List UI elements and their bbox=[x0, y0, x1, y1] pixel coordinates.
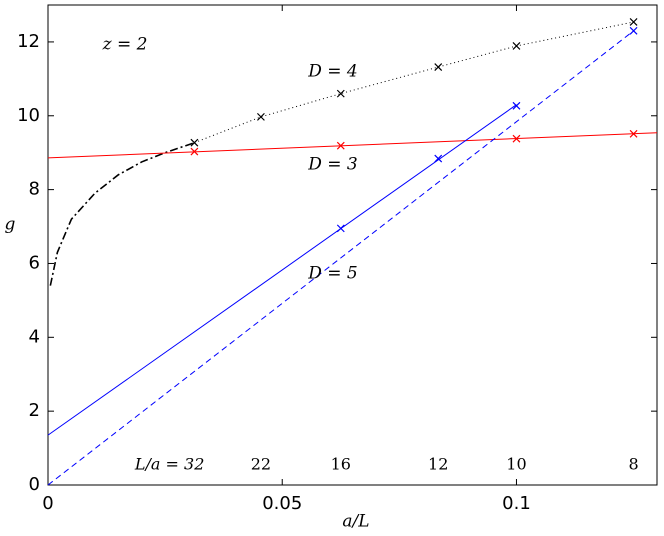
series-label: D = 3 bbox=[307, 155, 358, 175]
marker bbox=[190, 147, 199, 156]
marker bbox=[512, 134, 521, 143]
y-tick-label: 6 bbox=[29, 252, 40, 273]
y-tick-label: 0 bbox=[29, 474, 40, 495]
x-tick-label: 0 bbox=[42, 493, 53, 514]
marker bbox=[336, 141, 345, 150]
y-tick-label: 8 bbox=[29, 179, 40, 200]
marker bbox=[512, 42, 521, 50]
y-tick-label: 12 bbox=[17, 31, 40, 52]
size-label: 22 bbox=[251, 455, 271, 474]
y-tick-label: 2 bbox=[29, 400, 40, 421]
size-label: L/a = 32 bbox=[134, 455, 205, 474]
marker bbox=[629, 26, 638, 35]
size-label: 10 bbox=[506, 455, 526, 474]
y-axis-label: g bbox=[5, 215, 16, 235]
x-tick-label: 0.1 bbox=[502, 493, 531, 514]
marker bbox=[512, 101, 521, 110]
series-label: D = 5 bbox=[307, 264, 358, 284]
plot-frame bbox=[47, 4, 658, 486]
marker bbox=[256, 112, 265, 121]
marker bbox=[629, 129, 638, 138]
fit-line bbox=[47, 104, 517, 436]
size-label: 8 bbox=[628, 455, 638, 474]
marker bbox=[434, 63, 443, 71]
fit-line bbox=[47, 30, 634, 486]
y-tick-label: 10 bbox=[17, 105, 40, 126]
fit-line bbox=[49, 141, 195, 286]
size-label: 12 bbox=[428, 455, 448, 474]
series-label: D = 4 bbox=[307, 62, 358, 82]
marker bbox=[434, 154, 443, 163]
marker bbox=[336, 89, 345, 98]
x-tick-label: 0.05 bbox=[262, 493, 302, 514]
y-tick-label: 4 bbox=[29, 326, 40, 347]
marker bbox=[336, 224, 345, 233]
marker bbox=[629, 18, 638, 26]
size-label: 16 bbox=[331, 455, 351, 474]
annotation: z = 2 bbox=[102, 35, 148, 55]
x-axis-label: a/L bbox=[342, 512, 369, 532]
fit-line bbox=[47, 132, 658, 159]
fit-line bbox=[194, 21, 634, 144]
marker bbox=[190, 138, 199, 147]
